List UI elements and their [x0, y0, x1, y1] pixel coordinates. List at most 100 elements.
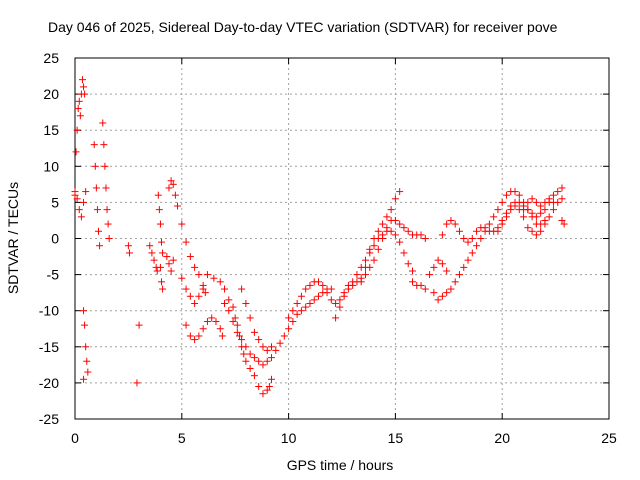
data-point — [400, 249, 408, 257]
y-tick-label: -10 — [39, 303, 59, 319]
data-point — [468, 235, 476, 242]
data-point — [242, 343, 250, 351]
data-point — [255, 383, 263, 391]
data-point — [178, 220, 186, 228]
data-point — [387, 206, 395, 214]
data-point — [361, 263, 369, 271]
data-point — [374, 245, 382, 253]
data-point — [532, 198, 540, 206]
data-point — [272, 346, 280, 354]
data-point — [524, 224, 532, 232]
data-point — [434, 296, 442, 304]
data-points — [71, 76, 568, 398]
data-point — [545, 213, 553, 221]
data-point — [104, 220, 112, 228]
data-point — [169, 256, 177, 264]
data-point — [327, 285, 335, 293]
data-point — [186, 332, 194, 340]
data-point — [438, 231, 446, 239]
gridlines — [75, 58, 609, 419]
data-point — [520, 213, 528, 221]
data-point — [255, 336, 263, 344]
data-point — [174, 202, 182, 210]
data-point — [477, 235, 485, 242]
data-point — [297, 292, 305, 300]
data-point — [259, 343, 267, 351]
data-point — [537, 209, 545, 217]
data-point — [250, 328, 258, 336]
data-point — [447, 285, 455, 293]
data-point — [82, 343, 90, 351]
x-tick-label: 20 — [494, 430, 510, 446]
y-tick-label: 20 — [43, 86, 59, 102]
data-point — [203, 271, 211, 279]
data-point — [485, 220, 493, 228]
data-point — [263, 346, 271, 354]
data-point — [80, 198, 88, 206]
data-point — [443, 267, 451, 275]
data-point — [225, 296, 233, 304]
data-point — [541, 220, 549, 228]
data-point — [208, 314, 216, 322]
data-point — [83, 357, 91, 365]
data-point — [473, 227, 481, 235]
data-point — [148, 249, 156, 257]
x-tick-label: 10 — [281, 430, 297, 446]
data-point — [528, 213, 536, 221]
data-point — [229, 318, 237, 326]
data-point — [154, 191, 162, 199]
data-point — [549, 206, 557, 214]
data-point — [532, 231, 540, 239]
data-point — [315, 292, 323, 300]
data-point — [169, 180, 177, 188]
data-point — [336, 296, 344, 304]
data-point — [383, 213, 391, 221]
data-point — [357, 278, 365, 286]
y-tick-label: 15 — [43, 122, 59, 138]
data-point — [84, 368, 92, 376]
data-point — [259, 390, 267, 398]
data-point — [268, 354, 276, 362]
data-point — [549, 191, 557, 199]
data-point — [336, 303, 344, 311]
data-point — [276, 339, 284, 347]
data-point — [451, 220, 459, 228]
data-point — [340, 292, 348, 300]
data-point — [537, 227, 545, 235]
data-point — [417, 281, 425, 289]
data-point — [201, 289, 209, 297]
data-point — [73, 126, 81, 134]
data-point — [218, 332, 226, 340]
y-tick-label: 25 — [43, 50, 59, 66]
data-point — [379, 220, 387, 228]
data-point — [558, 216, 566, 224]
data-point — [558, 195, 566, 203]
data-point — [80, 83, 88, 91]
data-point — [216, 278, 224, 286]
data-point — [82, 188, 90, 196]
data-point — [80, 375, 88, 383]
data-point — [225, 307, 233, 315]
data-point — [430, 289, 438, 297]
data-point — [81, 321, 89, 329]
data-point — [72, 148, 80, 156]
data-point — [263, 386, 271, 394]
data-point — [182, 285, 190, 293]
data-point — [133, 379, 141, 387]
data-point — [404, 260, 412, 268]
data-point — [447, 216, 455, 224]
data-point — [178, 274, 186, 282]
data-point — [74, 105, 82, 113]
data-point — [374, 235, 382, 242]
data-point — [99, 119, 107, 127]
x-tick-label: 0 — [71, 430, 79, 446]
data-point — [460, 263, 468, 271]
data-point — [76, 112, 84, 120]
data-point — [515, 191, 523, 199]
data-point — [191, 336, 199, 344]
data-point — [159, 285, 167, 293]
data-point — [507, 206, 515, 214]
data-point — [560, 220, 568, 228]
data-point — [374, 227, 382, 235]
data-point — [289, 318, 297, 326]
